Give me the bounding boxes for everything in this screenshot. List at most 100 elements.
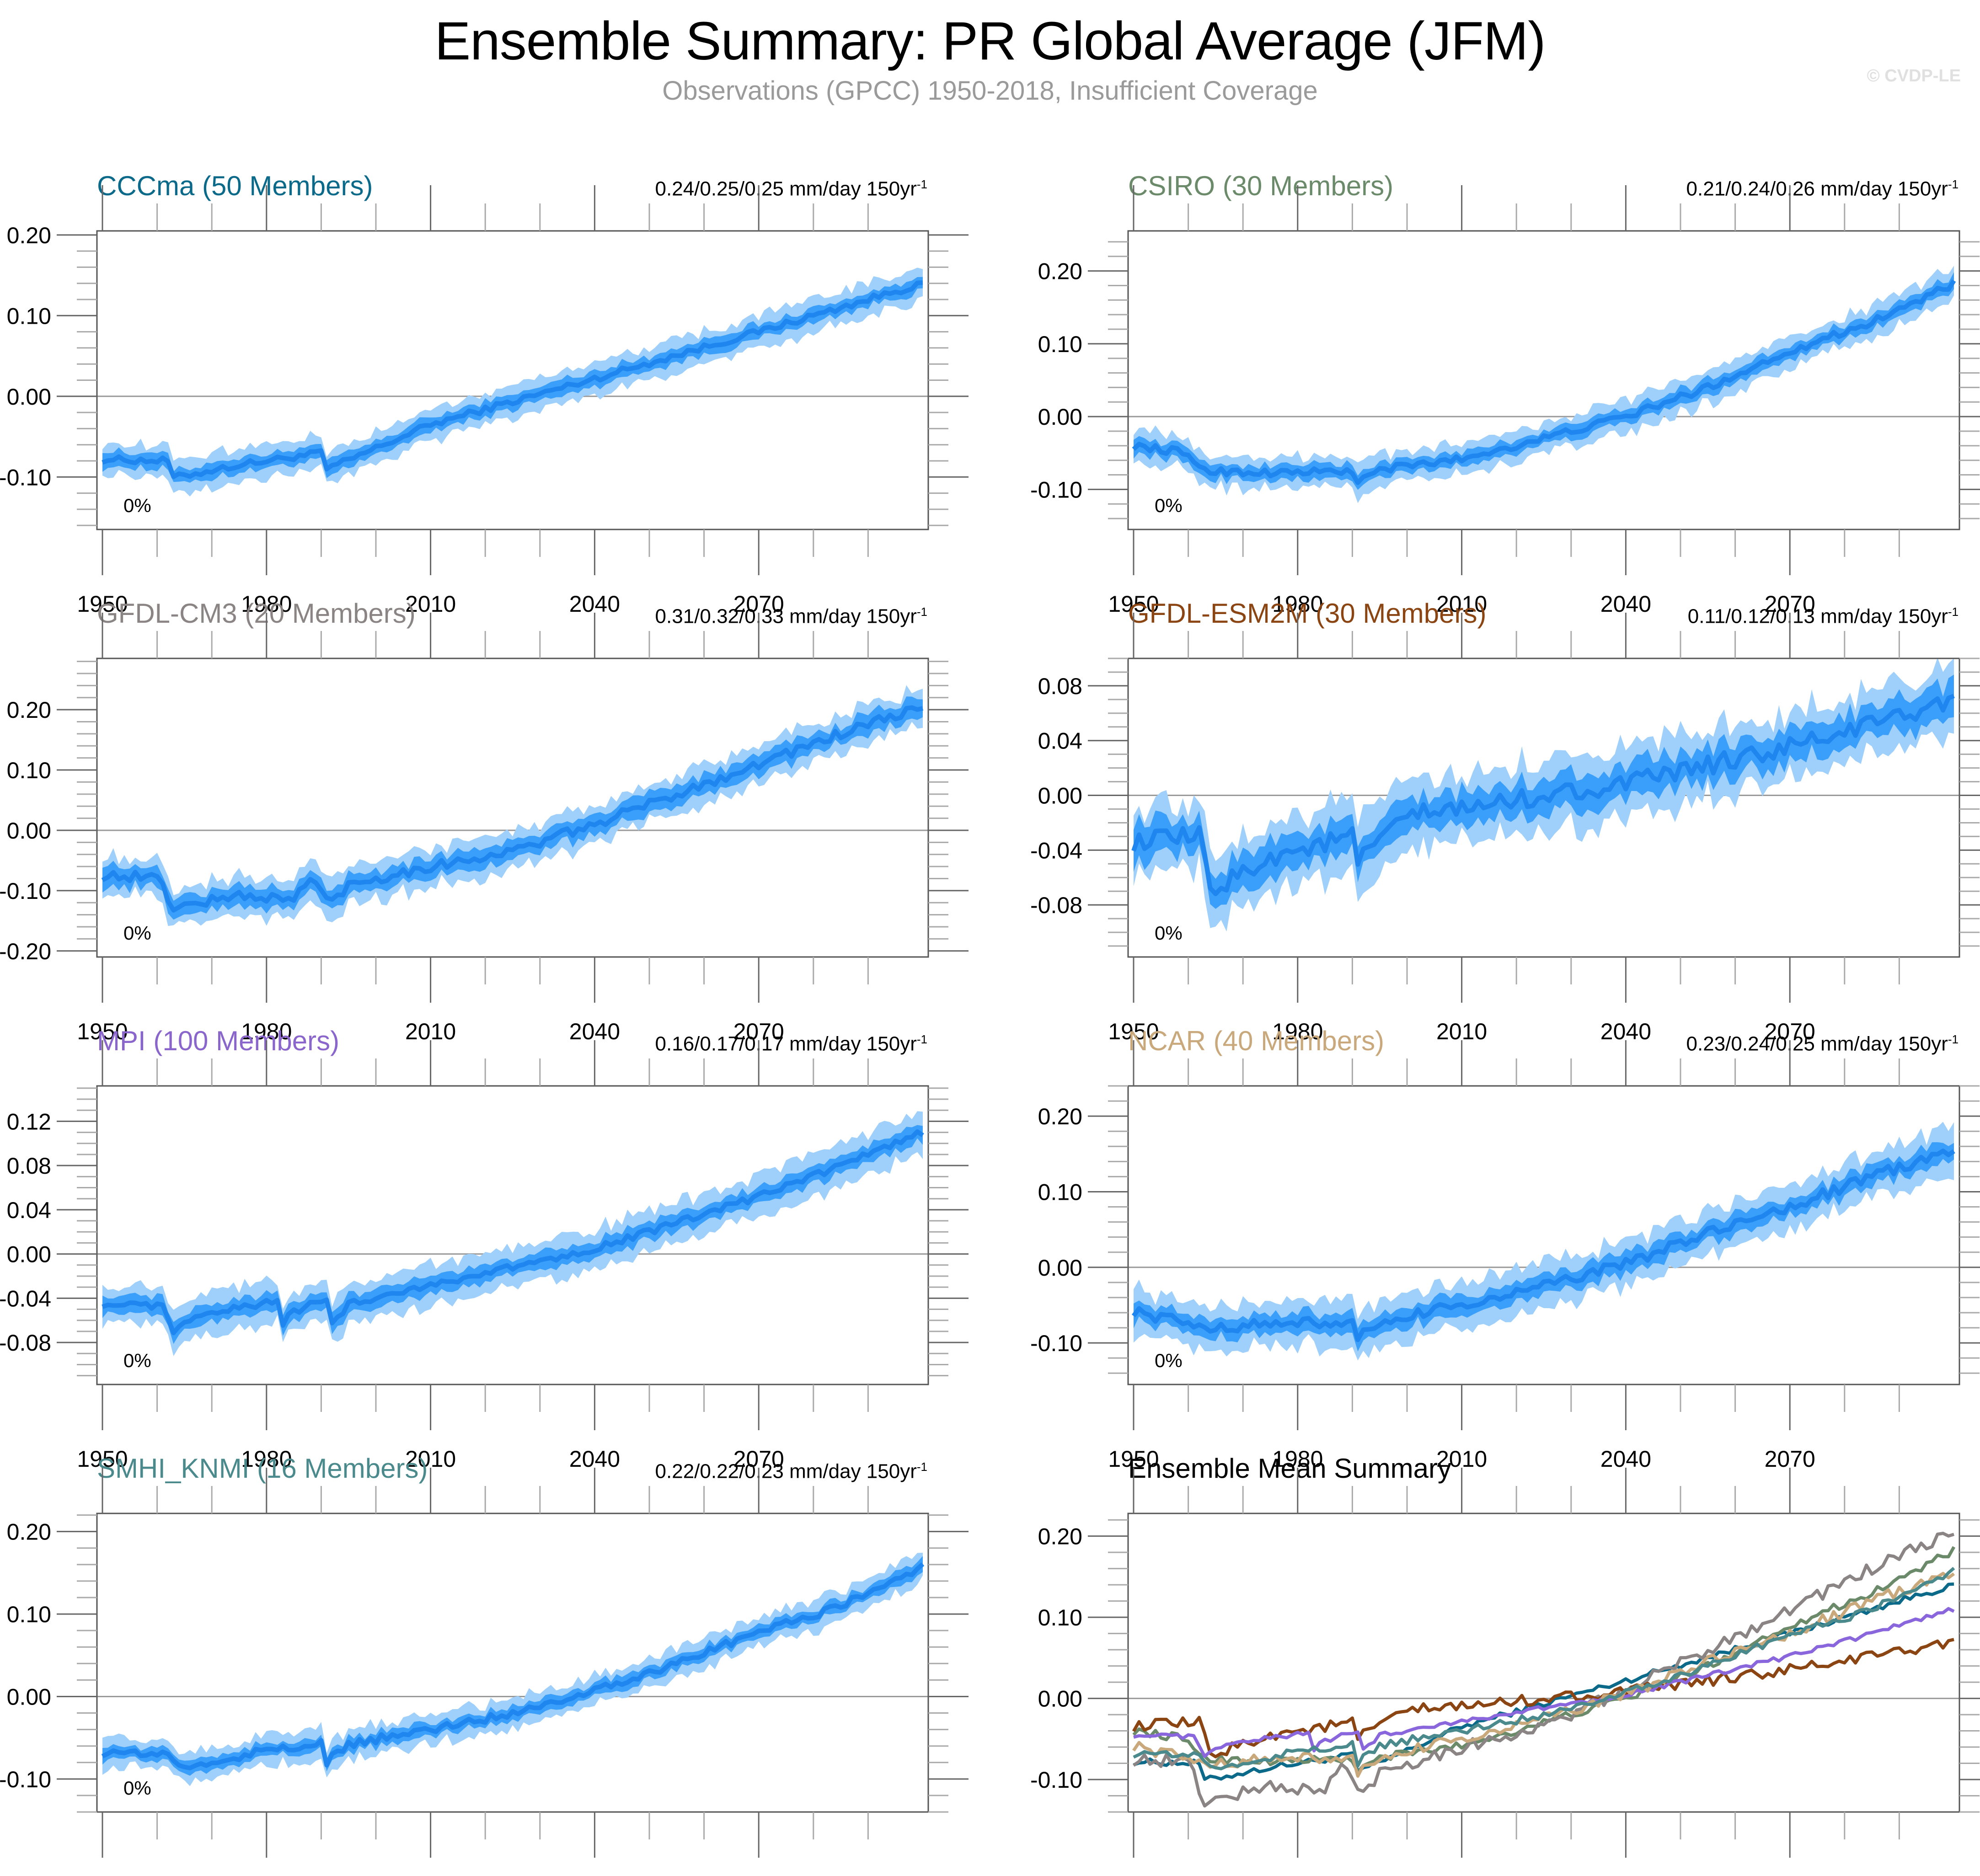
x-tick-label: 1980 bbox=[1272, 1446, 1323, 1472]
y-tick-label: 0.00 bbox=[7, 1684, 51, 1710]
plot-area: 0% -0.08 -0.04 0.00 0.04 0.08 0.12 1950 1980 2010… bbox=[0, 1040, 969, 1472]
x-tick-label: 2010 bbox=[405, 1019, 456, 1044]
trend-text: 0.23/0.24/0.25 mm/day 150yr bbox=[1686, 1032, 1948, 1055]
y-tick-label: -0.10 bbox=[0, 1767, 51, 1792]
x-tick-label: 1950 bbox=[77, 1446, 128, 1472]
inner-spread-band bbox=[1134, 674, 1954, 909]
y-tick-label: -0.04 bbox=[1030, 838, 1082, 863]
panel-mpi: MPI (100 Members) 0.16/0.17/0.17 mm/day … bbox=[0, 1015, 969, 1472]
x-tick-label: 1980 bbox=[1272, 1019, 1323, 1044]
x-tick-label: 2040 bbox=[569, 591, 620, 617]
x-tick-label: 2040 bbox=[1600, 591, 1651, 617]
y-tick-label: -0.10 bbox=[1030, 1767, 1082, 1793]
panel-gfdl-cm3: GFDL-CM3 (20 Members) 0.31/0.32/0.33 mm/… bbox=[0, 588, 969, 1044]
x-tick-label: 2070 bbox=[1765, 1874, 1815, 1876]
coverage-percent-label: 0% bbox=[123, 922, 151, 944]
series-line-gfdl-esm2m bbox=[1132, 1638, 1954, 1758]
x-tick-label: 1980 bbox=[1272, 1874, 1323, 1876]
trend-sup: -1 bbox=[1948, 177, 1959, 191]
y-tick-label: 0.10 bbox=[7, 303, 51, 329]
panel-ensemble-mean-summary: Ensemble Mean Summary -0.10 0.00 0.10 0.20 1… bbox=[1030, 1443, 1980, 1876]
y-tick-label: 0.00 bbox=[1038, 404, 1082, 430]
coverage-percent-label: 0% bbox=[1155, 1350, 1183, 1371]
y-tick-label: -0.20 bbox=[0, 939, 51, 964]
trend-text: 0.21/0.24/0.26 mm/day 150yr bbox=[1686, 177, 1948, 200]
outer-spread-band bbox=[102, 1111, 923, 1356]
x-tick-label: 1950 bbox=[1108, 591, 1159, 617]
ensemble-mean-line bbox=[1131, 1149, 1955, 1342]
x-tick-label: 1950 bbox=[1108, 1874, 1159, 1876]
y-tick-label: -0.08 bbox=[1030, 893, 1082, 918]
trend-label: 0.23/0.24/0.25 mm/day 150yr-1 bbox=[1686, 1032, 1959, 1056]
outer-spread-band bbox=[1134, 266, 1954, 503]
trend-label: 0.21/0.24/0.26 mm/day 150yr-1 bbox=[1686, 177, 1959, 201]
y-tick-label: 0.00 bbox=[1038, 783, 1082, 809]
series-line-smhi-knmi bbox=[1133, 1566, 1955, 1770]
x-tick-label: 2010 bbox=[1436, 1019, 1487, 1044]
x-tick-label: 2040 bbox=[569, 1019, 620, 1044]
panel-title: GFDL-ESM2M (30 Members) bbox=[1128, 598, 1487, 629]
ensemble-mean-line bbox=[101, 705, 924, 913]
panel-ncar: NCAR (40 Members) 0.23/0.24/0.25 mm/day … bbox=[1030, 1015, 1980, 1472]
y-tick-label: 0.00 bbox=[7, 384, 51, 410]
ensemble-mean-line bbox=[1131, 694, 1955, 896]
trend-label: 0.24/0.25/0.25 mm/day 150yr-1 bbox=[655, 177, 927, 201]
x-tick-label: 1980 bbox=[1272, 591, 1323, 617]
outer-spread-band bbox=[1134, 1122, 1954, 1361]
coverage-percent-label: 0% bbox=[123, 1777, 151, 1799]
inner-spread-band bbox=[102, 1556, 923, 1776]
y-tick-label: 0.08 bbox=[7, 1153, 51, 1179]
x-tick-label: 2070 bbox=[733, 1019, 784, 1044]
series-line-ncar bbox=[1132, 1571, 1955, 1778]
y-tick-label: 0.04 bbox=[7, 1197, 51, 1223]
x-tick-label: 2070 bbox=[733, 591, 784, 617]
x-tick-label: 1950 bbox=[77, 1019, 128, 1044]
y-tick-label: 0.00 bbox=[7, 1242, 51, 1267]
trend-label: 0.31/0.32/0.33 mm/day 150yr-1 bbox=[655, 605, 927, 628]
plot-area: -0.10 0.00 0.10 0.20 1950 1980 2010 2040 2070 bbox=[1030, 1468, 1980, 1876]
chart-cccma: 0% -0.10 0.00 0.10 0.20 1950 1980 2010 2040 2070 bbox=[0, 185, 969, 617]
trend-sup: -1 bbox=[916, 177, 927, 191]
trend-text: 0.24/0.25/0.25 mm/day 150yr bbox=[655, 177, 917, 200]
panel-cccma: CCCma (50 Members) 0.24/0.25/0.25 mm/day… bbox=[0, 160, 969, 617]
panel-title: SMHI_KNMI (16 Members) bbox=[97, 1453, 428, 1484]
outer-spread-band bbox=[102, 685, 923, 926]
y-tick-label: 0.08 bbox=[1038, 673, 1082, 699]
plot-area: 0% -0.10 0.00 0.10 0.20 1950 1980 2010 2040 2070 bbox=[0, 1468, 969, 1876]
y-tick-label: 0.20 bbox=[1038, 259, 1082, 284]
trend-text: 0.22/0.22/0.23 mm/day 150yr bbox=[655, 1460, 917, 1483]
chart-ensemble-mean-summary: -0.10 0.00 0.10 0.20 1950 1980 2010 2040 2070 bbox=[1030, 1468, 1980, 1876]
y-tick-label: 0.20 bbox=[1038, 1104, 1082, 1129]
x-tick-label: 2040 bbox=[1600, 1446, 1651, 1472]
x-tick-label: 2010 bbox=[1436, 1446, 1487, 1472]
series-line-gfdl-cm3 bbox=[1132, 1532, 1955, 1808]
y-tick-label: 0.10 bbox=[1038, 331, 1082, 357]
panel-gfdl-esm2m: GFDL-ESM2M (30 Members) 0.11/0.12/0.13 m… bbox=[1030, 588, 1980, 1044]
y-tick-label: -0.08 bbox=[0, 1330, 51, 1356]
y-tick-label: -0.10 bbox=[0, 465, 51, 490]
figure-subtitle: Observations (GPCC) 1950-2018, Insuffici… bbox=[662, 76, 1318, 106]
panel-title: Ensemble Mean Summary bbox=[1128, 1453, 1451, 1484]
trend-sup: -1 bbox=[1948, 605, 1959, 619]
ensemble-mean-line bbox=[1132, 279, 1956, 485]
x-tick-label: 1980 bbox=[241, 1019, 292, 1044]
x-tick-label: 2010 bbox=[405, 1874, 456, 1876]
chart-gfdl-cm3: 0% -0.20 -0.10 0.00 0.10 0.20 1950 1980 2010 2040… bbox=[0, 613, 969, 1044]
y-tick-label: 0.20 bbox=[7, 223, 51, 248]
plot-frame bbox=[1127, 657, 1960, 958]
plot-area: 0% -0.08 -0.04 0.00 0.04 0.08 1950 1980 2010 2040… bbox=[1030, 613, 1980, 1044]
x-tick-label: 1950 bbox=[1108, 1019, 1159, 1044]
y-tick-label: 0.04 bbox=[1038, 728, 1082, 754]
plot-frame bbox=[1127, 230, 1960, 530]
inner-spread-band bbox=[1134, 272, 1954, 490]
y-tick-label: 0.00 bbox=[1038, 1686, 1082, 1712]
x-tick-label: 2040 bbox=[569, 1874, 620, 1876]
series-line-cccma bbox=[1133, 1582, 1954, 1781]
y-tick-label: 0.20 bbox=[7, 697, 51, 723]
x-tick-label: 1950 bbox=[77, 1874, 128, 1876]
chart-ncar: 0% -0.10 0.00 0.10 0.20 1950 1980 2010 2040 2070 bbox=[1030, 1040, 1980, 1472]
inner-spread-band bbox=[102, 696, 923, 920]
x-tick-label: 1950 bbox=[1108, 1446, 1159, 1472]
x-tick-label: 1980 bbox=[241, 591, 292, 617]
plot-area: 0% -0.10 0.00 0.10 0.20 1950 1980 2010 2040 2070 bbox=[1030, 185, 1980, 617]
